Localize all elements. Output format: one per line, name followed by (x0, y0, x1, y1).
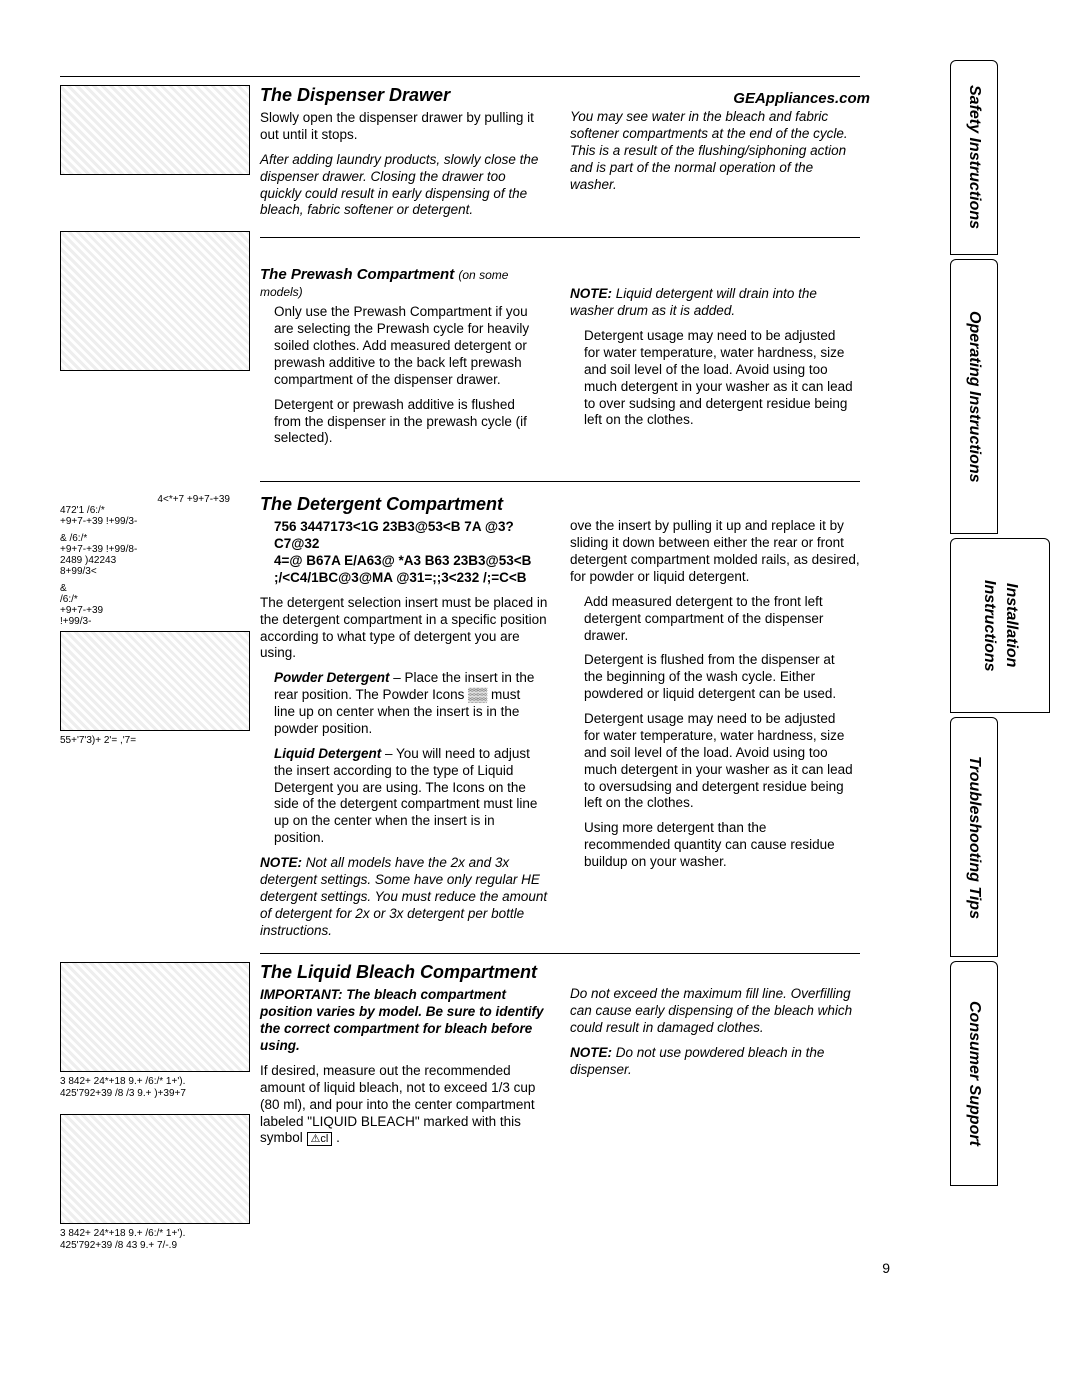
detergent-p1b: 4=@ B67A E/A63@ *A3 B63 23B3@53<B (274, 553, 544, 570)
detergent-title: The Detergent Compartment (260, 494, 550, 515)
label-b: 472'1 /6:/* (60, 505, 250, 516)
label-g: 8+99/3< (60, 566, 250, 577)
bleach-symbol-icon: ⚠cl (307, 1132, 333, 1146)
detergent-illustration (60, 631, 250, 731)
section-bleach: 3 842+ 24*+18 9.+ /6:/* 1+'). 425'792+39… (60, 962, 860, 1252)
note-text: Not all models have the 2x and 3x deterg… (260, 855, 547, 938)
tab-troubleshooting: Troubleshooting Tips (950, 717, 998, 957)
tab-installation-b: Instructions (978, 576, 1000, 676)
label-h: & (60, 583, 250, 594)
bleach-illustration-1 (60, 962, 250, 1072)
detergent-powder: Powder Detergent – Place the insert in t… (274, 670, 544, 738)
dispenser-p2: After adding laundry products, slowly cl… (260, 152, 550, 220)
powder-label: Powder Detergent (274, 670, 390, 685)
bleach-illustration-2 (60, 1114, 250, 1224)
detergent-p2: The detergent selection insert must be p… (260, 595, 550, 663)
side-navigation: Safety Instructions Operating Instructio… (950, 60, 1050, 1340)
detergent-caption: 55+'7'3)+ 2'= ,'7= (60, 735, 250, 747)
detergent-labels: 4<*+7 +9+7-+39 472'1 /6:/* +9+7-+39 !+99… (60, 494, 250, 627)
tab-operating: Operating Instructions (950, 259, 998, 534)
label-f: 2489 )42243 (60, 555, 250, 566)
tab-installation: Instructions Installation (950, 538, 1050, 713)
bleach-note: NOTE: Do not use powdered bleach in the … (570, 1045, 860, 1079)
section-prewash: The Prewash Compartment (on some models)… (60, 231, 860, 490)
prewash-title-text: The Prewash Compartment (260, 266, 454, 283)
dispenser-title: The Dispenser Drawer (260, 85, 550, 106)
page-number: 9 (882, 1260, 890, 1276)
prewash-p1: Only use the Prewash Compartment if you … (274, 304, 544, 388)
prewash-p3: Detergent usage may need to be adjusted … (584, 328, 854, 429)
prewash-p2: Detergent or prewash additive is flushed… (274, 397, 544, 448)
dispenser-p1: Slowly open the dispenser drawer by pull… (260, 110, 550, 144)
bleach-cap1a: 3 842+ 24*+18 9.+ /6:/* 1+'). (60, 1076, 250, 1088)
section-detergent: 4<*+7 +9+7-+39 472'1 /6:/* +9+7-+39 !+99… (60, 494, 860, 947)
header-url: GEAppliances.com (733, 90, 870, 107)
bleach-r1: Do not exceed the maximum fill line. Ove… (570, 986, 860, 1037)
prewash-title: The Prewash Compartment (on some models) (260, 266, 550, 300)
detergent-liquid: Liquid Detergent – You will need to adju… (274, 746, 544, 847)
dispenser-p3: You may see water in the bleach and fabr… (570, 109, 860, 193)
bleach-important: IMPORTANT: The bleach compartment positi… (260, 987, 550, 1055)
detergent-p1c: ;/<C4/1BC@3@MA @31=;;3<232 /;=C<B (274, 570, 544, 587)
prewash-illustration (60, 231, 250, 371)
important-label: IMPORTANT: (260, 987, 343, 1002)
label-k: !+99/3- (60, 616, 250, 627)
detergent-r5: Using more detergent than the recommende… (584, 820, 854, 871)
label-d: & /6:/* (60, 533, 250, 544)
detergent-r1: ove the insert by pulling it up and repl… (570, 518, 860, 586)
prewash-note: NOTE: Liquid detergent will drain into t… (570, 286, 860, 320)
tab-safety: Safety Instructions (950, 60, 998, 255)
label-c: +9+7-+39 !+99/3- (60, 516, 250, 527)
note-label: NOTE: (260, 855, 302, 870)
bleach-p1: If desired, measure out the recommended … (260, 1063, 550, 1147)
bleach-cap1b: 425'792+39 /8 /3 9.+ )+39+7 (60, 1088, 250, 1100)
bleach-p1-text: If desired, measure out the recommended … (260, 1063, 535, 1146)
dispenser-illustration (60, 85, 250, 175)
detergent-r2: Add measured detergent to the front left… (584, 594, 854, 645)
detergent-note: NOTE: Not all models have the 2x and 3x … (260, 855, 550, 939)
detergent-r4: Detergent usage may need to be adjusted … (584, 711, 854, 812)
label-j: +9+7-+39 (60, 605, 250, 616)
prewash-note-label: NOTE: (570, 286, 612, 301)
liquid-label: Liquid Detergent (274, 746, 381, 761)
bleach-cap2a: 3 842+ 24*+18 9.+ /6:/* 1+'). (60, 1228, 250, 1240)
bleach-note-label: NOTE: (570, 1045, 612, 1060)
detergent-p1a: 756 3447173<1G 23B3@53<B 7A @3?C7@32 (274, 519, 544, 553)
tab-installation-a: Installation (1000, 579, 1022, 671)
bleach-title: The Liquid Bleach Compartment (260, 962, 550, 983)
label-a: 4<*+7 +9+7-+39 (60, 494, 250, 505)
tab-consumer: Consumer Support (950, 961, 998, 1186)
label-i: /6:/* (60, 594, 250, 605)
detergent-r3: Detergent is flushed from the dispenser … (584, 652, 854, 703)
label-e: +9+7-+39 !+99/8- (60, 544, 250, 555)
bleach-cap2b: 425'792+39 /8 43 9.+ 7/-.9 (60, 1240, 250, 1252)
